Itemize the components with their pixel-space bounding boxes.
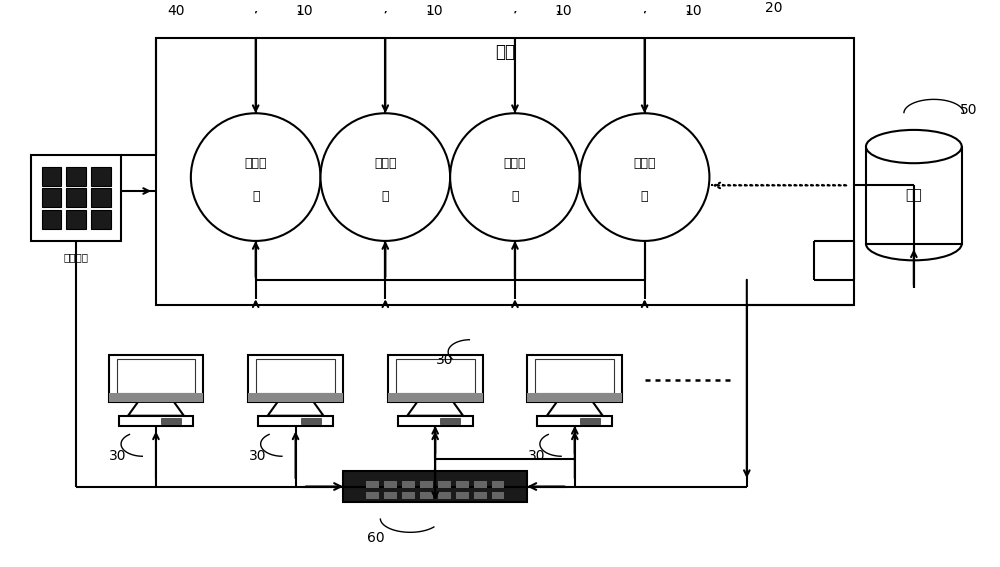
Bar [402,481,415,488]
Bar [366,481,379,488]
Bar [384,481,397,488]
Bar [535,359,614,393]
Bar [384,492,397,499]
Text: 器: 器 [641,190,648,203]
Text: 气源: 气源 [905,188,922,202]
Bar [438,481,451,488]
Text: 待测仪: 待测仪 [374,156,397,170]
Bar [388,393,483,402]
Bar [66,167,86,185]
Ellipse shape [450,113,580,241]
Text: 30: 30 [528,449,546,463]
Bar [91,188,111,208]
Bar [527,355,622,402]
Text: 待测仪: 待测仪 [504,156,526,170]
Bar [474,492,487,499]
Bar [440,418,460,424]
Bar [109,393,203,402]
Bar [117,359,195,393]
Text: 10: 10 [425,3,443,18]
Bar [866,146,962,244]
Text: 30: 30 [249,449,266,463]
Ellipse shape [320,113,450,241]
Text: 待测仪: 待测仪 [244,156,267,170]
Bar [537,416,612,426]
Ellipse shape [580,113,709,241]
Bar [420,492,433,499]
Bar [66,210,86,229]
Text: 50: 50 [960,104,977,117]
Text: 器: 器 [511,190,519,203]
Text: 10: 10 [684,3,702,18]
Bar [91,167,111,185]
Ellipse shape [191,113,320,241]
Bar [474,481,487,488]
Bar [42,210,61,229]
Bar [492,481,504,488]
Bar [438,492,451,499]
Bar [109,355,203,402]
Ellipse shape [866,130,962,163]
Polygon shape [547,402,603,416]
Text: 60: 60 [367,531,384,545]
Bar [256,359,335,393]
Text: 温箱: 温箱 [495,43,515,61]
Text: 30: 30 [436,353,454,367]
Text: 10: 10 [555,3,572,18]
Bar [343,471,527,502]
Bar [161,418,181,424]
Polygon shape [407,402,463,416]
Text: 器: 器 [252,190,259,203]
Bar [366,492,379,499]
Polygon shape [268,402,323,416]
Text: 20: 20 [765,1,783,15]
Polygon shape [128,402,184,416]
Bar [248,393,343,402]
Bar [42,167,61,185]
Bar [456,481,469,488]
Bar [580,418,600,424]
Text: 程控电源: 程控电源 [64,252,89,262]
Text: 10: 10 [296,3,313,18]
Bar [42,188,61,208]
Bar [456,492,469,499]
Text: 器: 器 [382,190,389,203]
Bar [388,355,483,402]
Bar [420,481,433,488]
Text: 40: 40 [167,3,185,18]
Bar [119,416,193,426]
Bar [66,188,86,208]
Bar [156,39,854,304]
Bar [398,416,473,426]
Text: 30: 30 [109,449,127,463]
Bar [31,155,121,241]
Bar [301,418,320,424]
Bar [396,359,475,393]
Bar [258,416,333,426]
Bar [814,241,854,280]
Bar [402,492,415,499]
Text: 待测仪: 待测仪 [633,156,656,170]
Bar [492,492,504,499]
Bar [248,355,343,402]
Bar [527,393,622,402]
Bar [91,210,111,229]
